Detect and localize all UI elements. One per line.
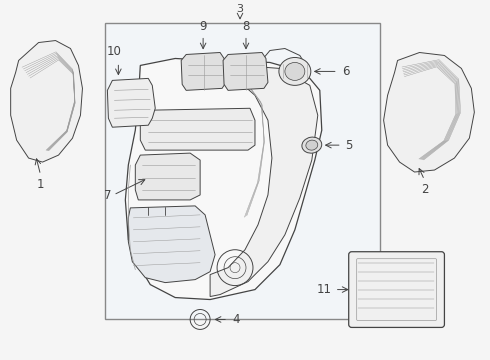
Text: 6: 6 (342, 65, 349, 78)
Polygon shape (140, 108, 255, 150)
Polygon shape (223, 53, 268, 90)
Polygon shape (125, 58, 322, 300)
Polygon shape (384, 53, 474, 172)
Ellipse shape (279, 58, 311, 85)
Ellipse shape (302, 137, 322, 153)
Text: 2: 2 (421, 183, 428, 196)
Text: 3: 3 (237, 4, 244, 14)
Polygon shape (107, 78, 155, 127)
Text: 5: 5 (345, 139, 352, 152)
Text: 9: 9 (199, 19, 207, 32)
Ellipse shape (285, 62, 305, 80)
Text: 4: 4 (232, 313, 240, 326)
Text: 11: 11 (317, 283, 332, 296)
Text: 10: 10 (107, 45, 122, 58)
Text: 7: 7 (104, 189, 111, 202)
Polygon shape (210, 66, 318, 297)
Text: 8: 8 (243, 19, 250, 32)
Ellipse shape (306, 140, 318, 150)
Polygon shape (181, 53, 226, 90)
FancyBboxPatch shape (349, 252, 444, 328)
Polygon shape (135, 153, 200, 200)
Text: 1: 1 (37, 178, 44, 191)
Polygon shape (11, 41, 82, 162)
Bar (105, 23, 380, 319)
Polygon shape (128, 206, 215, 283)
